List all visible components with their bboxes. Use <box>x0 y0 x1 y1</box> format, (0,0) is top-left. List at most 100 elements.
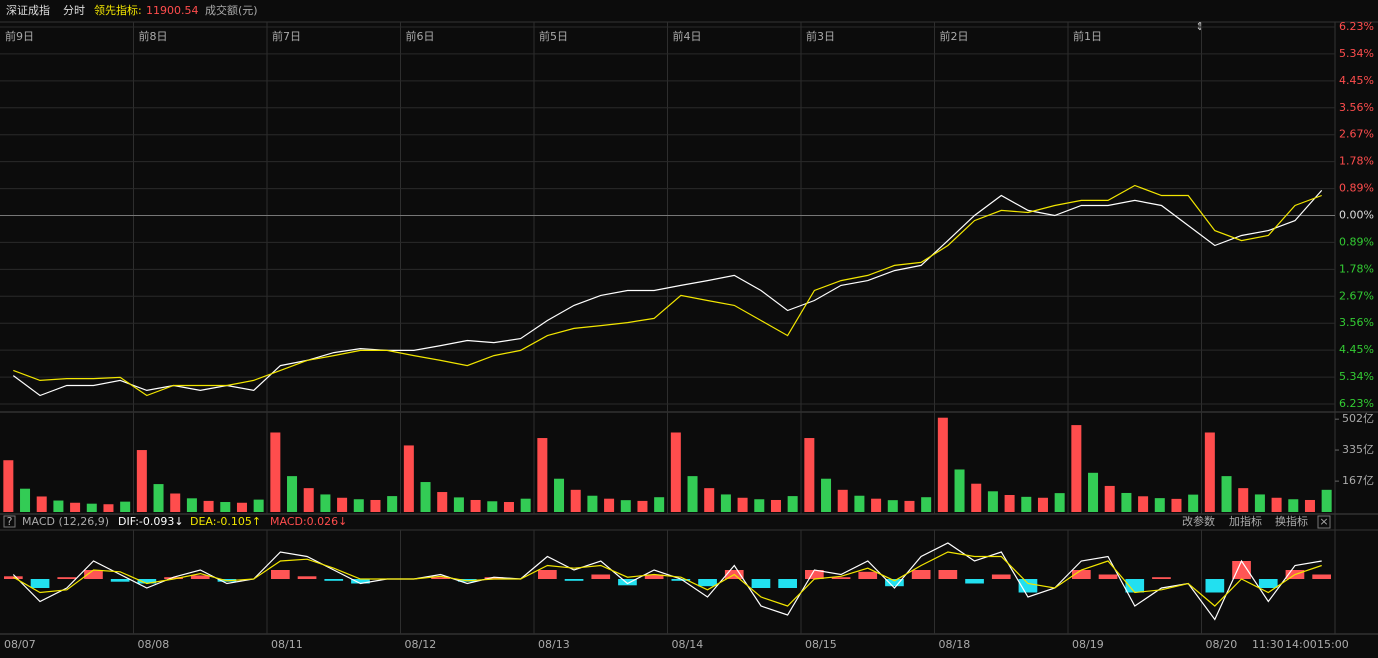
macd-bar <box>324 579 344 581</box>
lead-value: 11900.54 <box>146 4 199 17</box>
x-tick-label: 11:30 <box>1252 638 1284 651</box>
y-tick-label: 4.45% <box>1339 74 1374 87</box>
y-tick-label: 6.23% <box>1339 20 1374 33</box>
macd-bar <box>57 577 77 579</box>
volume-bar <box>403 445 414 512</box>
volume-bar <box>1304 499 1315 512</box>
y-tick-label: 0.89% <box>1339 235 1374 248</box>
volume-bar <box>904 500 915 512</box>
close-button[interactable] <box>1317 515 1331 529</box>
y-tick-label: 4.45% <box>1339 343 1374 356</box>
volume-bar <box>1121 492 1132 512</box>
macd-bar <box>805 570 824 579</box>
volume-bar <box>937 417 948 512</box>
volume-bar <box>620 500 631 512</box>
volume-bar <box>270 432 281 512</box>
macd-bar <box>538 570 557 579</box>
volume-bar <box>770 499 781 512</box>
volume-bar <box>1138 496 1149 512</box>
volume-bar <box>3 460 14 512</box>
volume-bar <box>1188 494 1199 512</box>
series-line <box>13 184 1322 397</box>
y-tick-label: 0.89% <box>1339 182 1374 195</box>
macd-bar <box>84 570 103 579</box>
volume-bar <box>1271 497 1282 512</box>
volume-bar <box>170 493 181 512</box>
x-tick-label: 08/15 <box>805 638 837 651</box>
indicator-value: DIF:-0.093↓ <box>118 515 184 528</box>
volume-bar <box>287 476 298 512</box>
index-name: 深证成指 <box>6 3 50 17</box>
volume-bar <box>1037 497 1048 512</box>
volume-bar <box>236 502 247 512</box>
y-tick-label: 2.67% <box>1339 128 1374 141</box>
x-tick-label: 08/08 <box>138 638 170 651</box>
macd-bar <box>190 575 210 579</box>
help-button[interactable] <box>3 515 16 528</box>
volume-bar <box>954 469 965 512</box>
volume-bar <box>1204 432 1215 512</box>
macd-bar <box>564 579 584 581</box>
volume-bar <box>737 497 748 512</box>
macd-bar <box>164 577 183 579</box>
volume-bar <box>821 478 832 512</box>
indicator-button[interactable]: 换指标 <box>1275 514 1308 528</box>
indicator-value: DEA:-0.105↑ <box>190 515 261 528</box>
volume-bar <box>220 502 231 512</box>
macd-bar <box>991 574 1011 579</box>
macd-bar <box>1125 579 1145 593</box>
y-tick-label: 5.34% <box>1339 47 1374 60</box>
series-line <box>12 542 1322 621</box>
volume-bar <box>1171 498 1182 512</box>
x-tick-label: 14:00 <box>1285 638 1317 651</box>
day-label: 前6日 <box>406 29 435 43</box>
close-text[interactable]: × <box>1319 515 1328 528</box>
macd-bar <box>618 579 637 586</box>
day-label: 前4日 <box>673 29 702 43</box>
volume-bar <box>520 498 531 512</box>
volume-bar <box>120 501 131 512</box>
macd-bar <box>30 579 50 588</box>
volume-bar <box>487 501 498 512</box>
volume-bar <box>987 491 998 512</box>
volume-bar <box>1288 499 1299 512</box>
x-tick-label: 08/18 <box>939 638 971 651</box>
indicator-button[interactable]: 加指标 <box>1229 514 1262 528</box>
volume-bar <box>570 489 581 512</box>
volume-bar <box>1238 488 1249 512</box>
macd-bar <box>671 579 691 581</box>
volume-bar <box>86 503 97 512</box>
macd-bar <box>938 570 958 579</box>
day-label: 前1日 <box>1073 29 1102 43</box>
day-label: 前9日 <box>5 29 34 43</box>
volume-bar <box>787 496 798 512</box>
volume-bar <box>20 488 31 512</box>
volume-bar <box>253 499 264 512</box>
macd-bar <box>1232 561 1251 579</box>
volume-bar <box>687 476 698 512</box>
volume-bar <box>754 499 765 512</box>
day-label: 前2日 <box>940 29 969 43</box>
x-tick-label: 08/07 <box>4 638 36 651</box>
x-tick-label: 08/14 <box>672 638 704 651</box>
volume-bar <box>387 496 398 512</box>
volume-bar <box>604 498 615 512</box>
volume-bar <box>1104 485 1115 512</box>
macd-bar <box>1098 574 1118 579</box>
macd-bar <box>644 574 664 579</box>
y-tick-label: 5.34% <box>1339 370 1374 383</box>
y-tick-label: 502亿 <box>1342 412 1374 425</box>
volume-bar <box>470 499 481 512</box>
volume-bar <box>370 499 381 512</box>
volume-bar <box>1221 476 1232 512</box>
indicator-button[interactable]: 改参数 <box>1182 514 1215 528</box>
help-text: ? <box>7 515 13 528</box>
macd-bar <box>351 579 370 584</box>
volume-bar <box>871 498 882 512</box>
macd-bar <box>271 570 290 579</box>
day-label: 前3日 <box>806 29 835 43</box>
macd-bar <box>911 570 931 579</box>
volume-bar <box>704 488 715 512</box>
